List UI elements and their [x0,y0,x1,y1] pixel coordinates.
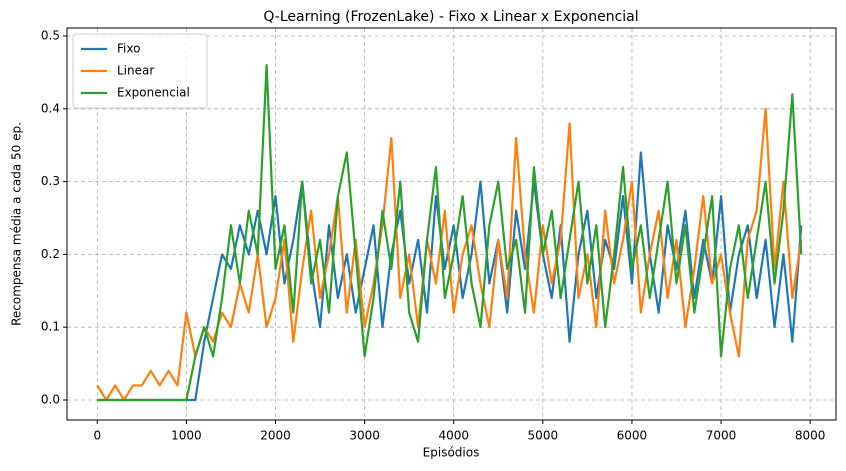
x-axis-label: Episódios [423,446,480,460]
y-axis-label: Recompensa média a cada 50 ep. [10,122,24,326]
x-tick-label: 1000 [171,429,202,443]
y-tick-label: 0.3 [41,174,60,188]
y-tick-label: 0.0 [41,392,60,406]
y-tick-label: 0.2 [41,247,60,261]
y-tick-label: 0.4 [41,101,60,115]
x-tick-label: 6000 [617,429,648,443]
x-tick-label: 0 [93,429,101,443]
x-tick-label: 5000 [528,429,559,443]
line-series [96,107,803,402]
x-tick-label: 7000 [706,429,737,443]
x-tick-label: 4000 [438,429,469,443]
y-tick-label: 0.1 [41,320,60,334]
y-tick-label: 0.5 [41,29,60,43]
legend-label: Linear [117,64,154,78]
x-tick-label: 3000 [349,429,380,443]
legend-label: Fixo [117,42,140,56]
x-tick-label: 8000 [795,429,826,443]
legend-box [72,33,208,109]
legend-label: Exponencial [117,86,190,100]
chart-title: Q-Learning (FrozenLake) - Fixo x Linear … [263,9,638,25]
plot-frame [66,27,837,421]
line-series [97,151,803,402]
x-tick-label: 2000 [260,429,291,443]
line-series [97,64,803,402]
